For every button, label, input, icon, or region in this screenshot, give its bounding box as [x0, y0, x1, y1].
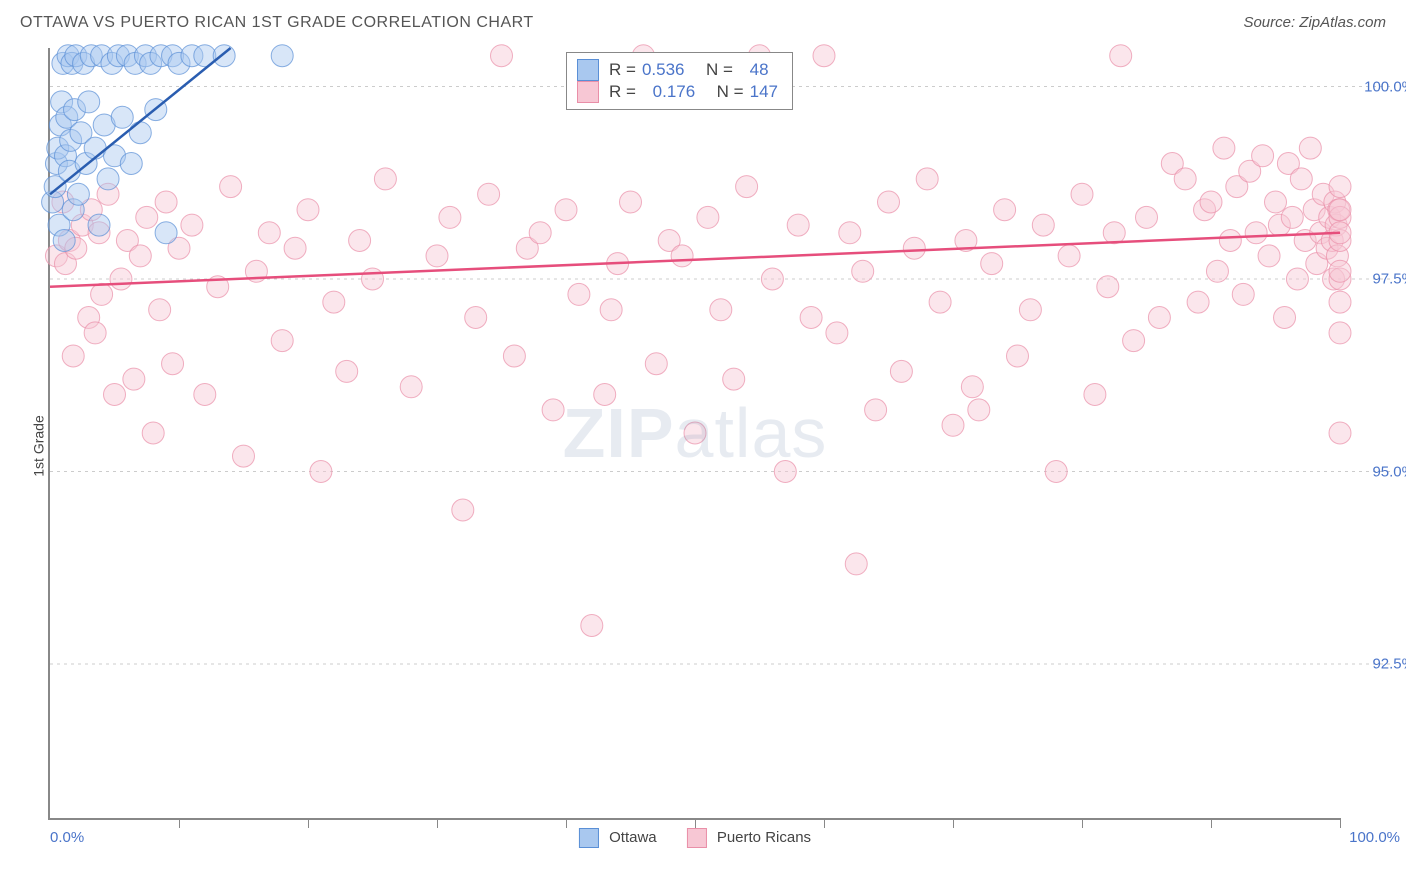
- y-tick-label: 97.5%: [1372, 271, 1406, 288]
- corr-row-puerto: R = 0.176 N = 147: [577, 81, 778, 103]
- correlation-legend: R = 0.536 N = 48 R = 0.176 N = 147: [566, 52, 793, 110]
- puerto-swatch-icon: [687, 828, 707, 848]
- ottawa-swatch: [577, 59, 599, 81]
- puerto-r-value: 0.176: [653, 82, 696, 102]
- ottawa-r-value: 0.536: [642, 60, 685, 80]
- y-tick-label: 95.0%: [1372, 463, 1406, 480]
- puerto-swatch: [577, 81, 599, 103]
- chart-title: OTTAWA VS PUERTO RICAN 1ST GRADE CORRELA…: [20, 14, 534, 32]
- y-axis-label: 1st Grade: [31, 415, 47, 476]
- ottawa-n-value: 48: [750, 60, 769, 80]
- puerto-n-value: 147: [750, 82, 778, 102]
- x-tick-max: 100.0%: [1349, 829, 1400, 846]
- n-label: N =: [717, 82, 744, 102]
- legend-puerto-label: Puerto Ricans: [717, 829, 811, 846]
- legend-ottawa: Ottawa: [579, 828, 657, 848]
- ottawa-swatch-icon: [579, 828, 599, 848]
- legend-puerto: Puerto Ricans: [687, 828, 811, 848]
- y-tick-label: 100.0%: [1364, 78, 1406, 95]
- n-label: N =: [706, 60, 733, 80]
- chart-svg: [50, 48, 1340, 818]
- r-label: R =: [609, 60, 636, 80]
- legend-ottawa-label: Ottawa: [609, 829, 657, 846]
- bottom-legend: Ottawa Puerto Ricans: [579, 828, 811, 848]
- plot-area: ZIPatlas R = 0.536 N = 48 R = 0.176 N = …: [48, 48, 1340, 820]
- r-label: R =: [609, 82, 636, 102]
- source-label: Source: ZipAtlas.com: [1243, 14, 1386, 31]
- y-tick-label: 92.5%: [1372, 656, 1406, 673]
- x-tick-min: 0.0%: [50, 829, 84, 846]
- corr-row-ottawa: R = 0.536 N = 48: [577, 59, 778, 81]
